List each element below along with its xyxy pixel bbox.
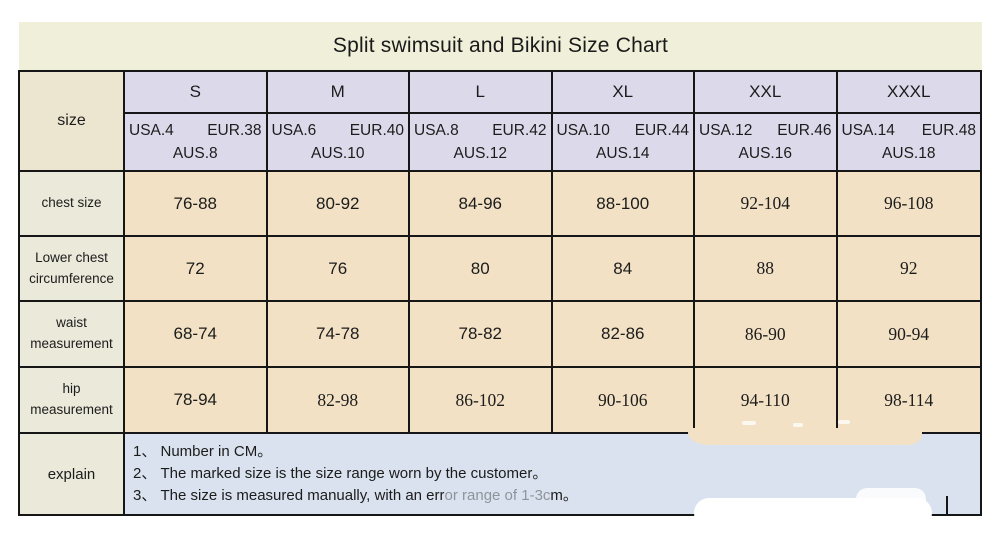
size-detail-cell: USA.6 EUR.40 AUS.10 [267,114,410,172]
size-chart-table: size S M L XL XXL XXXL USA.4 EUR.38 AUS.8… [18,70,982,516]
aus-size: AUS.16 [738,144,792,162]
chest-size-value: 76-88 [125,172,268,237]
eur-size: EUR.38 [207,122,262,139]
waist-value: 86-90 [695,302,838,368]
explain-notes: 1、 Number in CM。 2、 The marked size is t… [125,434,980,514]
lower-chest-value: 76 [267,237,410,302]
explain-note-2: 2、 The marked size is the size range wor… [133,465,548,482]
size-column-header-xxxl: XXXL [837,72,980,114]
hip-value: 98-114 [837,368,980,434]
waist-value: 74-78 [267,302,410,368]
eur-size: EUR.46 [777,122,832,139]
row-label-lower-chest: Lower chest circumference [20,237,125,302]
eur-size: EUR.42 [492,122,547,139]
usa-size: USA.8 [414,122,459,139]
size-corner-label: size [20,72,125,172]
row-label-explain: explain [20,434,125,514]
hip-value: 82-98 [267,368,410,434]
lower-chest-value: 92 [837,237,980,302]
size-detail-cell: USA.12 EUR.46 AUS.16 [695,114,838,172]
chest-size-value: 80-92 [267,172,410,237]
aus-size: AUS.10 [311,144,365,162]
explain-note-3: 3、 The size is measured manually, with a… [133,487,578,504]
size-detail-cell: USA.14 EUR.48 AUS.18 [837,114,980,172]
row-label-hip: hip measurement [20,368,125,434]
chest-size-value: 92-104 [695,172,838,237]
lower-chest-value: 80 [410,237,553,302]
row-label-chest-size: chest size [20,172,125,237]
size-column-header-xl: XL [552,72,695,114]
explain-note-1: 1、 Number in CM。 [133,443,273,460]
waist-value: 78-82 [410,302,553,368]
lower-chest-value: 88 [695,237,838,302]
aus-size: AUS.14 [596,144,650,162]
lower-chest-value: 72 [125,237,268,302]
page-title: Split swimsuit and Bikini Size Chart [332,34,669,57]
chart-title-bar: Split swimsuit and Bikini Size Chart [19,22,982,70]
size-detail-cell: USA.4 EUR.38 AUS.8 [125,114,268,172]
chest-size-value: 88-100 [552,172,695,237]
size-detail-cell: USA.10 EUR.44 AUS.14 [552,114,695,172]
waist-value: 68-74 [125,302,268,368]
waist-value: 82-86 [552,302,695,368]
usa-size: USA.12 [699,122,753,139]
size-column-header-m: M [267,72,410,114]
usa-size: USA.4 [129,122,174,139]
usa-size: USA.14 [841,122,895,139]
hip-value: 78-94 [125,368,268,434]
eur-size: EUR.40 [349,122,404,139]
size-column-header-xxl: XXL [695,72,838,114]
lower-chest-value: 84 [552,237,695,302]
aus-size: AUS.18 [882,144,936,162]
row-label-waist: waist measurement [20,302,125,368]
hip-value: 94-110 [695,368,838,434]
chest-size-value: 96-108 [837,172,980,237]
chest-size-value: 84-96 [410,172,553,237]
aus-size: AUS.12 [453,144,507,162]
size-column-header-l: L [410,72,553,114]
size-detail-cell: USA.8 EUR.42 AUS.12 [410,114,553,172]
eur-size: EUR.48 [921,122,976,139]
waist-value: 90-94 [837,302,980,368]
eur-size: EUR.44 [634,122,689,139]
usa-size: USA.6 [271,122,317,139]
usa-size: USA.10 [556,122,610,139]
size-column-header-s: S [125,72,268,114]
aus-size: AUS.8 [172,144,218,162]
hip-value: 90-106 [552,368,695,434]
hip-value: 86-102 [410,368,553,434]
